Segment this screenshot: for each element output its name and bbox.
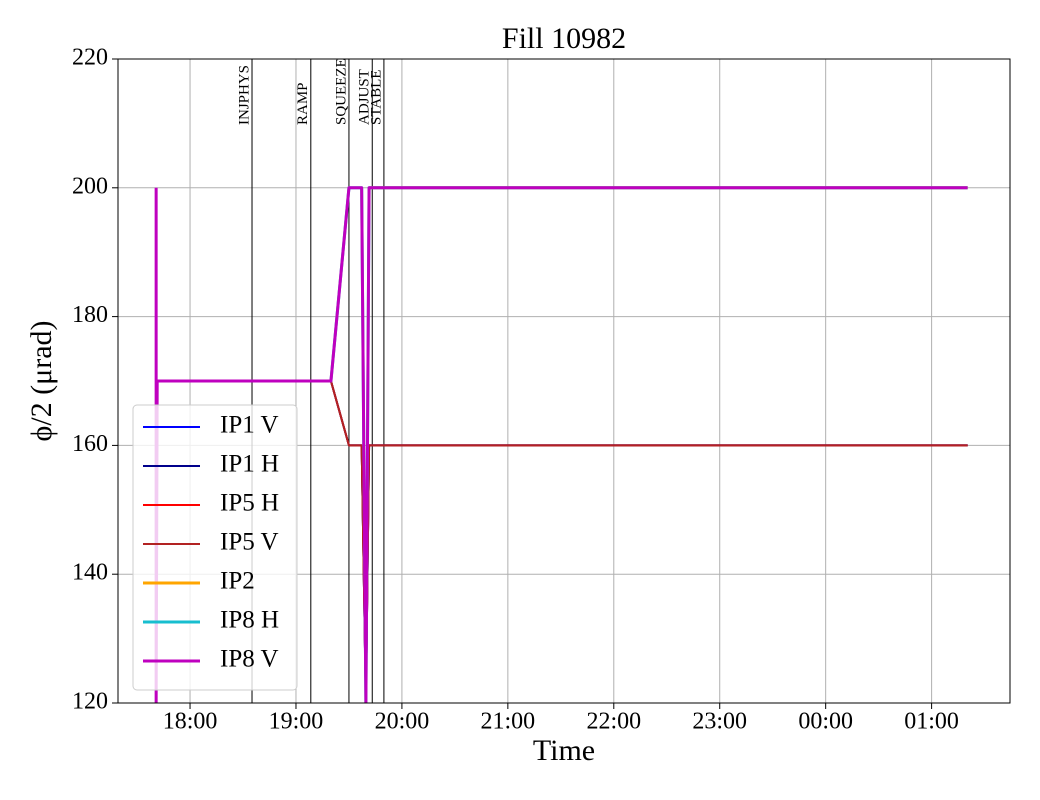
x-tick-label: 18:00	[163, 709, 218, 735]
legend-label: IP5 H	[220, 490, 279, 517]
y-tick-label: 120	[72, 689, 108, 715]
plot-frame	[117, 58, 1011, 704]
x-tick-label: 22:00	[586, 709, 641, 735]
legend-label: IP8 V	[220, 646, 279, 673]
x-tick-label: 23:00	[692, 709, 747, 735]
y-tick-label: 200	[72, 173, 108, 199]
legend-label: IP5 V	[220, 529, 279, 556]
y-tick-label: 220	[72, 45, 108, 71]
x-axis-label: Time	[533, 734, 595, 767]
y-axis-label: ϕ/2 (μrad)	[25, 321, 58, 442]
legend-label: IP1 V	[220, 412, 279, 439]
chart-title: Fill 10982	[502, 22, 626, 55]
y-tick-label: 160	[72, 431, 108, 457]
legend-label: IP8 H	[220, 607, 279, 634]
phase-label: INJPHYS	[236, 65, 252, 125]
legend-box	[132, 404, 298, 691]
y-tick-label: 140	[72, 560, 108, 586]
x-tick-label: 20:00	[375, 709, 430, 735]
x-tick-label: 00:00	[798, 709, 853, 735]
phase-label: ADJUST	[357, 69, 373, 125]
x-tick-label: 21:00	[481, 709, 536, 735]
phase-label: SQUEEZE	[333, 58, 349, 125]
legend-label: IP2	[220, 568, 255, 595]
y-tick-label: 180	[72, 302, 108, 328]
phase-label: STABLE	[368, 70, 384, 125]
x-tick-label: 19:00	[269, 709, 324, 735]
phase-label: RAMP	[295, 82, 311, 125]
legend-label: IP1 H	[220, 451, 279, 478]
x-tick-label: 01:00	[904, 709, 959, 735]
